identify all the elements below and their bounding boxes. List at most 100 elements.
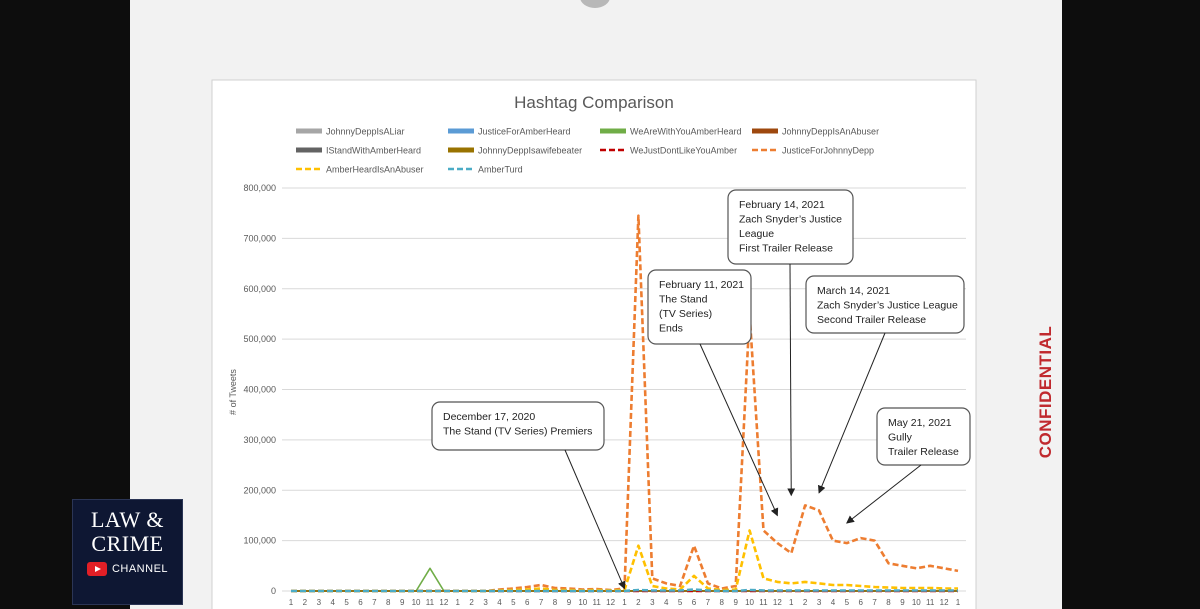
- logo-channel-label: CHANNEL: [111, 563, 169, 575]
- x-tick-label: 1: [289, 598, 294, 607]
- legend-item: WeAreWithYouAmberHeard: [600, 127, 742, 137]
- y-tick-label: 600,000: [243, 284, 276, 294]
- annotation-text: The Stand: [659, 294, 708, 306]
- logo-line-2: CRIME: [91, 531, 164, 556]
- legend-item: JohnnyDeppIsAnAbuser: [752, 127, 879, 137]
- legend-label: JusticeForAmberHeard: [478, 127, 571, 137]
- annotation-arrow: [564, 449, 626, 590]
- annotation-text: March 14, 2021: [817, 285, 890, 297]
- x-tick-label: 12: [773, 598, 782, 607]
- x-tick-label: 2: [469, 598, 474, 607]
- legend-label: JohnnyDeppIsAnAbuser: [782, 127, 879, 137]
- annotation-text: League: [739, 228, 774, 240]
- confidential-watermark: CONFIDENTIAL: [1036, 325, 1055, 459]
- x-tick-label: 12: [439, 598, 448, 607]
- legend-item: IStandWithAmberHeard: [296, 146, 421, 156]
- y-tick-label: 100,000: [243, 536, 276, 546]
- x-tick-label: 4: [497, 598, 502, 607]
- annotation-text: December 17, 2020: [443, 411, 535, 423]
- annotation-arrow: [699, 343, 779, 517]
- x-tick-label: 1: [789, 598, 794, 607]
- annotation-text: First Trailer Release: [739, 243, 833, 255]
- x-tick-label: 8: [886, 598, 891, 607]
- y-tick-label: 700,000: [243, 233, 276, 243]
- chart-area-background: [211, 79, 977, 609]
- x-tick-label: 1: [956, 598, 961, 607]
- legend-label: WeJustDontLikeYouAmber: [630, 146, 737, 156]
- chart-title: Hashtag Comparison: [514, 93, 674, 112]
- annotation-box: [647, 269, 752, 345]
- series-line-amberturd: [291, 588, 958, 593]
- legend-item: AmberTurd: [448, 165, 523, 175]
- x-tick-label: 11: [426, 598, 435, 607]
- x-tick-label: 5: [845, 598, 850, 607]
- x-tick-label: 5: [344, 598, 349, 607]
- chart-legend: JohnnyDeppIsALiar JusticeForAmberHeard WeA…: [296, 127, 879, 175]
- x-tick-label: 4: [831, 598, 836, 607]
- law-and-crime-logo[interactable]: LAW & CRIME CHANNEL: [72, 499, 183, 605]
- x-tick-label: 10: [412, 598, 421, 607]
- x-tick-label: 6: [525, 598, 530, 607]
- x-tick-label: 9: [567, 598, 572, 607]
- annotation-arrow: [787, 263, 796, 497]
- annotation-text: (TV Series): [659, 308, 712, 320]
- x-tick-label: 10: [912, 598, 921, 607]
- annotation-callout: December 17, 2020 The Stand (TV Series) P…: [431, 401, 626, 590]
- annotation-text: February 14, 2021: [739, 199, 825, 211]
- youtube-play-icon: [86, 562, 107, 576]
- x-tick-label: 2: [803, 598, 808, 607]
- x-tick-label: 7: [872, 598, 877, 607]
- y-axis-ticks: 0 100,000 200,000 300,000 400,000 500,000 600,…: [243, 183, 276, 596]
- x-tick-label: 8: [720, 598, 725, 607]
- annotation-callout: March 14, 2021 Zach Snyder’s Justice Leag…: [805, 275, 965, 494]
- y-tick-label: 0: [271, 586, 276, 596]
- x-tick-label: 3: [817, 598, 822, 607]
- legend-label: AmberTurd: [478, 165, 523, 175]
- chart-annotations: December 17, 2020 The Stand (TV Series) P…: [431, 189, 971, 590]
- legend-label: WeAreWithYouAmberHeard: [630, 127, 742, 137]
- x-tick-label: 2: [303, 598, 308, 607]
- x-tick-label: 7: [372, 598, 377, 607]
- annotation-text: The Stand (TV Series) Premiers: [443, 426, 592, 438]
- x-tick-label: 5: [678, 598, 683, 607]
- x-tick-label: 11: [759, 598, 768, 607]
- legend-label: AmberHeardIsAnAbuser: [326, 165, 424, 175]
- annotation-box: [876, 407, 971, 466]
- x-tick-label: 4: [664, 598, 669, 607]
- y-tick-label: 400,000: [243, 385, 276, 395]
- x-tick-label: 10: [578, 598, 587, 607]
- x-tick-label: 9: [400, 598, 405, 607]
- annotation-text: Gully: [888, 432, 913, 444]
- annotation-text: February 11, 2021: [659, 279, 744, 291]
- legend-label: JusticeForJohnnyDepp: [782, 146, 874, 156]
- y-axis-label: # of Tweets: [228, 369, 238, 415]
- x-tick-label: 2: [636, 598, 641, 607]
- pointer-cursor-icon: [580, 0, 610, 8]
- annotation-arrow: [818, 332, 886, 494]
- logo-line-1: LAW: [90, 507, 141, 532]
- y-tick-label: 500,000: [243, 334, 276, 344]
- annotation-callout: May 21, 2021 Gully Trailer Release: [846, 407, 971, 524]
- x-tick-label: 6: [692, 598, 697, 607]
- x-tick-label: 6: [358, 598, 363, 607]
- annotation-text: Trailer Release: [888, 446, 959, 458]
- x-tick-label: 3: [317, 598, 322, 607]
- y-tick-label: 200,000: [243, 485, 276, 495]
- logo-ampersand: &: [146, 507, 165, 532]
- x-axis-ticks: 1 2 3 4 5 6 7 8 9 10 11 12 1 2 3 4 5 6 7 8 9 10 11 12 1 2 3 4 5 6 7 8 9 1…: [289, 598, 961, 607]
- x-tick-label: 4: [330, 598, 335, 607]
- legend-item: JohnnyDeppIsawifebeater: [448, 146, 582, 156]
- y-tick-label: 800,000: [243, 183, 276, 193]
- annotation-text: May 21, 2021: [888, 417, 952, 429]
- x-tick-label: 5: [511, 598, 516, 607]
- x-tick-label: 9: [733, 598, 738, 607]
- legend-item: JusticeForAmberHeard: [448, 127, 571, 137]
- x-tick-label: 8: [386, 598, 391, 607]
- x-tick-label: 11: [593, 598, 602, 607]
- x-tick-label: 3: [483, 598, 488, 607]
- x-tick-label: 8: [553, 598, 558, 607]
- annotation-callout: February 11, 2021 The Stand (TV Series) End…: [647, 269, 779, 517]
- x-tick-label: 11: [926, 598, 935, 607]
